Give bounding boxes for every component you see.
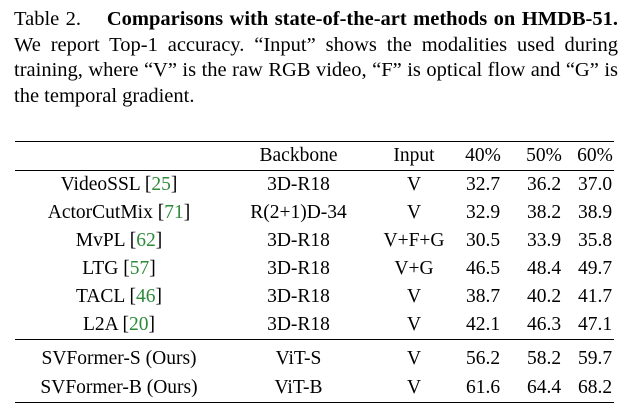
input-cell: V+G — [394, 258, 434, 279]
table-row: ActorCutMix [71] R(2+1)D-34 V 32.9 38.2 … — [15, 199, 614, 227]
table-row-ours: SVFormer-B (Ours) ViT-B V 61.6 64.4 68.2 — [15, 374, 614, 403]
backbone-cell: ViT-B — [223, 374, 374, 403]
method-cell: SVFormer-S (Ours) — [15, 339, 223, 374]
table-row: L2A [20] 3D-R18 V 42.1 46.3 47.1 — [15, 311, 614, 340]
method-cell: L2A [20] — [82, 314, 156, 335]
table-row: TACL [46] 3D-R18 V 38.7 40.2 41.7 — [15, 283, 614, 311]
value-40-cell: 61.6 — [454, 374, 512, 403]
value-40-cell: 42.1 — [465, 314, 501, 335]
header-backbone: Backbone — [223, 141, 374, 171]
citation-link[interactable]: 71 — [164, 202, 184, 223]
backbone-cell: 3D-R18 — [267, 258, 330, 279]
method-name: L2A — [82, 314, 118, 335]
method-cell: VideoSSL [25] — [60, 174, 178, 195]
table-caption: Table 2. Comparisons with state-of-the-a… — [14, 7, 618, 109]
value-50-cell: 64.4 — [512, 374, 576, 403]
backbone-cell: 3D-R18 — [267, 230, 330, 251]
caption-label: Table 2. — [14, 8, 82, 30]
input-cell: V+F+G — [383, 230, 445, 251]
backbone-cell: R(2+1)D-34 — [250, 202, 347, 223]
method-cell: TACL [46] — [75, 286, 162, 307]
input-cell: V — [406, 314, 422, 335]
method-name: MvPL — [75, 230, 125, 251]
caption-body: We report Top-1 accuracy. “Input” shows … — [14, 33, 618, 107]
method-name: LTG — [82, 258, 119, 279]
header-input: Input — [374, 141, 454, 171]
method-cell: SVFormer-B (Ours) — [15, 374, 223, 403]
value-50-cell: 40.2 — [526, 286, 562, 307]
value-60-cell: 47.1 — [577, 314, 613, 335]
table-row: MvPL [62] 3D-R18 V+F+G 30.5 33.9 35.8 — [15, 227, 614, 255]
table-row: LTG [57] 3D-R18 V+G 46.5 48.4 49.7 — [15, 255, 614, 283]
method-name: ActorCutMix — [47, 202, 153, 223]
value-60-cell: 38.9 — [577, 202, 613, 223]
input-cell: V — [406, 202, 422, 223]
value-40-cell: 38.7 — [465, 286, 501, 307]
value-40-cell: 32.7 — [465, 174, 501, 195]
value-60-cell: 49.7 — [577, 258, 613, 279]
method-cell: MvPL [62] — [75, 230, 163, 251]
value-50-cell: 33.9 — [526, 230, 562, 251]
value-50-cell: 38.2 — [526, 202, 562, 223]
value-50-cell: 58.2 — [512, 339, 576, 374]
method-name: TACL — [75, 286, 125, 307]
value-50-cell: 46.3 — [526, 314, 562, 335]
table-row: VideoSSL [25] 3D-R18 V 32.7 36.2 37.0 — [15, 171, 614, 200]
header-method — [15, 141, 223, 171]
value-40-cell: 46.5 — [465, 258, 501, 279]
value-60-cell: 59.7 — [576, 339, 614, 374]
citation-link[interactable]: 46 — [136, 286, 156, 307]
method-cell: LTG [57] — [82, 258, 156, 279]
table-row-ours: SVFormer-S (Ours) ViT-S V 56.2 58.2 59.7 — [15, 339, 614, 374]
caption-title: Comparisons with state-of-the-art method… — [106, 8, 618, 30]
backbone-cell: 3D-R18 — [267, 286, 330, 307]
backbone-cell: ViT-S — [223, 339, 374, 374]
value-60-cell: 68.2 — [576, 374, 614, 403]
value-60-cell: 35.8 — [577, 230, 613, 251]
backbone-cell: 3D-R18 — [267, 174, 330, 195]
value-40-cell: 56.2 — [454, 339, 512, 374]
method-name: VideoSSL — [60, 174, 140, 195]
citation-link[interactable]: 57 — [129, 258, 150, 279]
input-cell: V — [406, 174, 422, 195]
results-table: Backbone Input 40% 50% 60% VideoSSL [25]… — [15, 141, 614, 403]
method-cell: ActorCutMix [71] — [47, 202, 191, 223]
citation-link[interactable]: 25 — [151, 174, 171, 195]
header-row: Backbone Input 40% 50% 60% — [15, 141, 614, 171]
input-cell: V — [374, 339, 454, 374]
input-cell: V — [406, 286, 422, 307]
value-40-cell: 32.9 — [465, 202, 501, 223]
backbone-cell: 3D-R18 — [267, 314, 330, 335]
citation-link[interactable]: 62 — [136, 230, 156, 251]
value-60-cell: 41.7 — [577, 286, 613, 307]
header-60: 60% — [576, 141, 614, 171]
citation-link[interactable]: 20 — [129, 314, 149, 335]
input-cell: V — [374, 374, 454, 403]
value-40-cell: 30.5 — [465, 230, 501, 251]
header-50: 50% — [512, 141, 576, 171]
value-50-cell: 36.2 — [526, 174, 562, 195]
header-40: 40% — [454, 141, 512, 171]
value-60-cell: 37.0 — [577, 174, 613, 195]
value-50-cell: 48.4 — [526, 258, 562, 279]
